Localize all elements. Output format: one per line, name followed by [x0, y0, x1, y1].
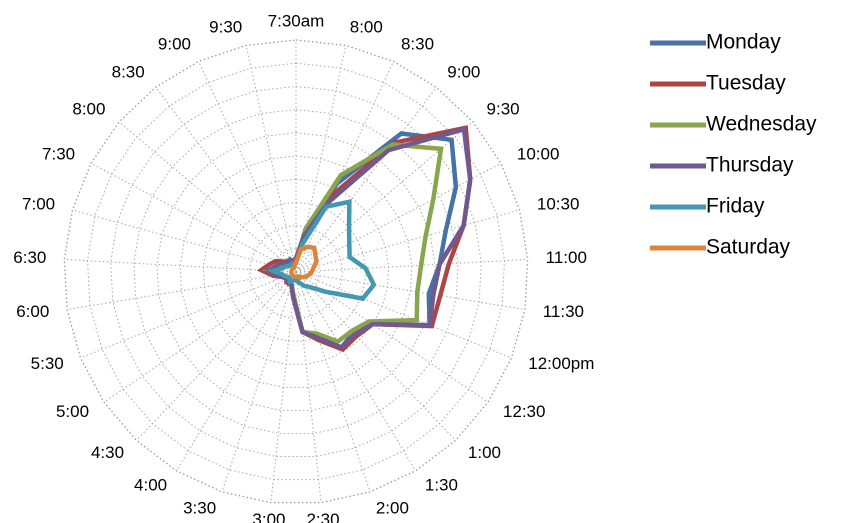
series-saturday: [289, 244, 319, 281]
category-label: 8:00: [72, 100, 105, 119]
grid-spoke: [295, 45, 347, 273]
category-label: 7:30am: [268, 11, 325, 30]
category-label: 1:30: [425, 476, 458, 495]
legend-label: Monday: [706, 31, 781, 54]
grid-spoke: [295, 271, 371, 493]
category-label: 9:30: [487, 100, 520, 119]
legend-label: Saturday: [706, 236, 791, 259]
grid-spoke: [295, 271, 526, 311]
category-label: 8:30: [112, 62, 145, 81]
grid-spoke: [295, 271, 512, 359]
category-label: 11:30: [543, 302, 584, 321]
legend-label: Tuesday: [706, 72, 786, 95]
category-labels: 7:30am 8:00 8:30 9:00 9:30 10:00 10:30 11:00 11:…: [13, 11, 594, 523]
category-label: 7:00: [22, 195, 55, 214]
grid-ring: [156, 132, 436, 411]
grid-spoke: [221, 271, 297, 493]
category-label: 9:30: [209, 17, 242, 36]
grid-spoke: [80, 271, 297, 359]
category-label: 4:30: [91, 443, 124, 462]
grid-spoke: [118, 121, 297, 273]
grid-spoke: [136, 271, 297, 441]
category-label: 7:30: [42, 144, 75, 163]
grid-ring: [63, 39, 529, 504]
category-label: 5:00: [56, 402, 89, 421]
grid-ring: [179, 155, 413, 388]
grid-spoke: [295, 271, 489, 403]
grid-spoke: [295, 271, 456, 441]
grid-spoke: [72, 209, 297, 273]
grid-spoke: [295, 162, 502, 273]
category-label: 8:30: [401, 35, 434, 54]
grid-spoke: [103, 271, 297, 403]
grid-spoke: [175, 271, 297, 472]
category-label: 3:30: [183, 498, 216, 517]
legend-label: Wednesday: [706, 113, 817, 136]
grid-spoke: [66, 271, 297, 311]
category-label: 3:00: [252, 510, 285, 523]
grid-ring: [133, 109, 459, 434]
category-label: 8:00: [350, 17, 383, 36]
category-label: 2:00: [376, 498, 409, 517]
legend-label: Thursday: [706, 154, 794, 177]
grid-spoke: [295, 209, 520, 273]
grid-spoke: [64, 258, 297, 273]
category-label: 2:30: [306, 510, 339, 523]
grid-spoke: [295, 87, 437, 273]
category-label: 10:00: [517, 144, 560, 163]
grid-ring: [249, 225, 343, 319]
series-group: [256, 125, 473, 353]
category-label: 9:00: [447, 62, 480, 81]
grid-ring: [202, 178, 390, 365]
category-label: 6:30: [13, 248, 46, 267]
radar-grid: [63, 39, 529, 504]
category-label: 11:00: [546, 248, 587, 267]
legend-label: Friday: [706, 195, 765, 218]
grid-spoke: [155, 87, 297, 273]
category-label: 10:30: [537, 195, 580, 214]
category-label: 12:00pm: [528, 354, 594, 373]
series-thursday: [263, 126, 473, 351]
grid-spoke: [295, 271, 417, 472]
series-friday: [265, 199, 377, 302]
grid-spoke: [245, 45, 297, 273]
grid-spoke: [295, 61, 394, 273]
category-label: 4:00: [134, 476, 167, 495]
grid-ring: [225, 201, 367, 342]
category-label: 1:00: [468, 443, 501, 462]
category-label: 6:00: [16, 302, 49, 321]
grid-spoke: [198, 61, 297, 273]
grid-spoke: [270, 271, 297, 503]
grid-spoke: [90, 162, 297, 273]
category-label: 12:30: [503, 402, 546, 421]
category-label: 5:30: [31, 354, 64, 373]
grid-spoke: [295, 271, 322, 503]
grid-spoke: [295, 258, 528, 273]
legend: Monday Tuesday Wednesday Thursday Friday Satu…: [650, 31, 817, 259]
category-label: 9:00: [158, 35, 191, 54]
